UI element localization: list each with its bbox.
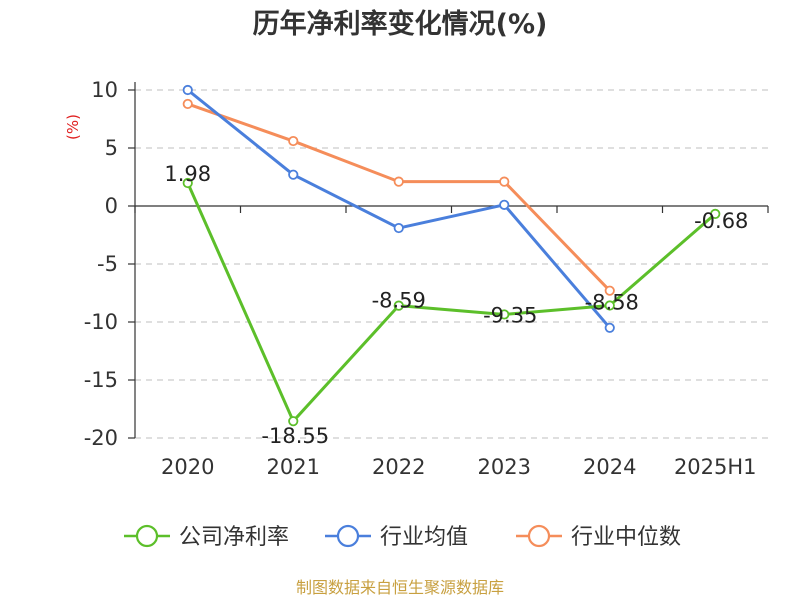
x-tick-label: 2024 xyxy=(583,455,636,479)
series-lines xyxy=(182,84,721,427)
data-point xyxy=(710,208,721,219)
y-tick-label: -10 xyxy=(84,310,118,334)
data-label: -8.58 xyxy=(585,291,639,315)
x-tick-label: 2021 xyxy=(267,455,320,479)
y-tick-label: -15 xyxy=(84,368,118,392)
x-tick-label: 2022 xyxy=(372,455,425,479)
legend-label: 公司净利率 xyxy=(179,525,289,550)
data-point xyxy=(499,199,510,210)
data-point xyxy=(604,322,615,333)
y-tick-label: -20 xyxy=(84,426,118,450)
axes xyxy=(128,82,769,439)
data-point xyxy=(604,300,615,311)
chart-title: 历年净利率变化情况(%) xyxy=(253,8,548,40)
x-tick-label: 2025H1 xyxy=(674,455,757,479)
legend-swatch-marker xyxy=(527,524,551,548)
data-point xyxy=(393,176,404,187)
y-tick-label: 0 xyxy=(105,194,118,218)
y-tick-label: 5 xyxy=(105,136,118,160)
data-point xyxy=(182,84,193,96)
grid-lines xyxy=(135,89,768,439)
data-point xyxy=(182,177,193,189)
y-axis-label: (%) xyxy=(64,114,82,140)
x-tick-label: 2020 xyxy=(161,455,214,479)
legend: 公司净利率 行业均值 行业中位数 xyxy=(124,524,681,550)
data-label: -0.68 xyxy=(694,209,748,233)
legend-label: 行业均值 xyxy=(380,525,468,550)
data-label: -9.35 xyxy=(483,303,537,327)
data-point xyxy=(288,169,299,180)
data-point xyxy=(288,416,299,427)
data-labels: 1.98 -18.55 -8.59 -9.35 -8.58 -0.68 xyxy=(164,162,748,448)
series-line xyxy=(186,182,717,423)
legend-swatch-marker xyxy=(336,524,360,548)
source-note: 制图数据来自恒生聚源数据库 xyxy=(296,578,504,597)
y-tick-label: -5 xyxy=(97,252,118,276)
data-point xyxy=(182,98,193,110)
tick-labels: 10 5 0 -5 -10 -15 -20 2020 2021 2022 2023 2024 2025H… xyxy=(84,78,757,479)
data-point xyxy=(604,285,615,296)
y-tick-label: 10 xyxy=(91,78,118,102)
legend-swatch-marker xyxy=(135,524,159,548)
legend-label: 行业中位数 xyxy=(571,525,681,550)
data-label: -18.55 xyxy=(261,424,329,448)
data-point xyxy=(393,222,404,234)
data-point xyxy=(393,300,404,311)
data-label: 1.98 xyxy=(164,162,211,186)
series-line xyxy=(187,102,611,292)
x-tick-label: 2023 xyxy=(478,455,531,479)
data-point xyxy=(288,135,299,147)
data-point xyxy=(499,176,510,187)
data-point xyxy=(499,309,510,320)
data-label: -8.59 xyxy=(372,289,426,313)
